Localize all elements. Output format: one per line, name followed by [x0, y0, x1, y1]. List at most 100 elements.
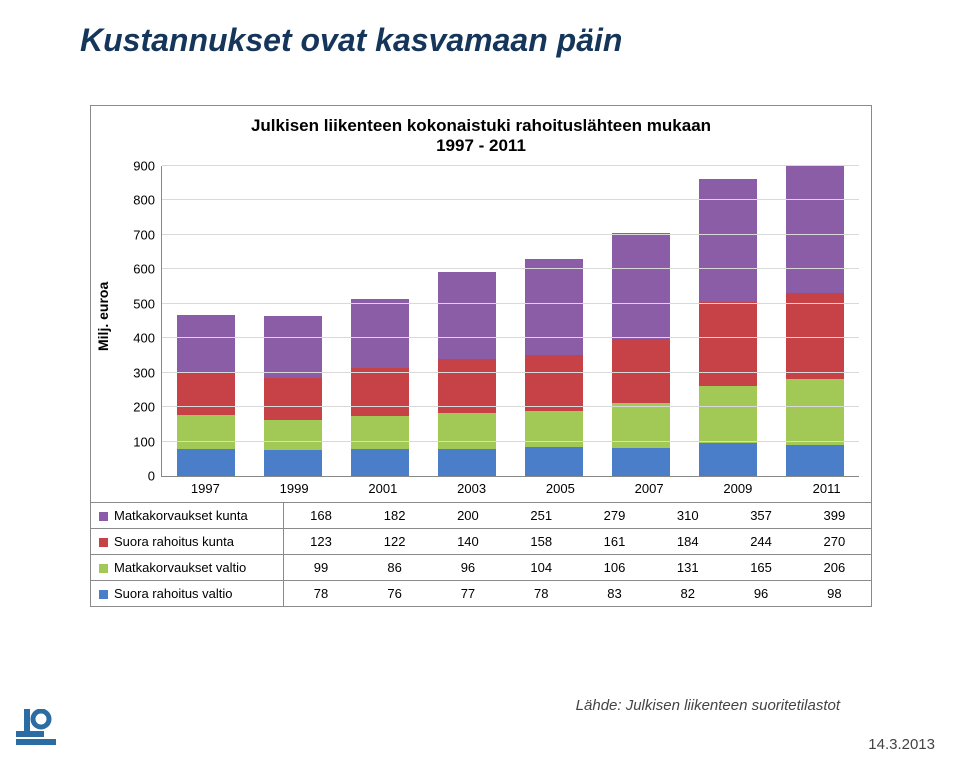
date-text: 14.3.2013: [868, 736, 935, 753]
bar-segment: [264, 316, 322, 379]
bar-segment: [699, 179, 757, 302]
data-table-body: Matkakorvaukset kunta1681822002512793103…: [91, 503, 871, 607]
series-name-cell: Matkakorvaukset valtio: [91, 555, 284, 581]
bar-column: [438, 166, 496, 476]
bar-segment: [177, 373, 235, 415]
bar-column: [351, 166, 409, 476]
bar-segment: [699, 386, 757, 443]
chart-container: Julkisen liikenteen kokonaistuki rahoitu…: [90, 105, 872, 607]
y-tick-label: 300: [133, 365, 155, 380]
value-cell: 131: [651, 555, 724, 581]
bars-area: [162, 166, 859, 476]
chart-plot-area: [161, 166, 859, 477]
bar-segment: [264, 378, 322, 420]
bar-segment: [525, 259, 583, 355]
value-cell: 165: [724, 555, 797, 581]
source-text: Lähde: Julkisen liikenteen suoritetilast…: [576, 697, 840, 714]
value-cell: 106: [578, 555, 651, 581]
y-axis-ticks: 0100200300400500600700800900: [115, 156, 161, 477]
bar-segment: [786, 293, 844, 379]
y-tick-label: 700: [133, 227, 155, 242]
x-tick-label: 2005: [531, 477, 589, 502]
value-cell: 140: [431, 529, 504, 555]
grid-line: [162, 372, 859, 373]
chart-plot-row: Milj. euroa 0100200300400500600700800900: [91, 156, 871, 477]
legend-swatch: [99, 564, 108, 573]
bar-segment: [264, 420, 322, 450]
bar-segment: [438, 449, 496, 476]
value-cell: 357: [724, 503, 797, 529]
value-cell: 78: [505, 581, 578, 607]
y-tick-label: 800: [133, 193, 155, 208]
value-cell: 244: [724, 529, 797, 555]
x-axis-labels: 19971999200120032005200720092011: [161, 477, 871, 502]
value-cell: 168: [284, 503, 359, 529]
value-cell: 399: [798, 503, 871, 529]
y-tick-label: 600: [133, 262, 155, 277]
y-tick-label: 200: [133, 400, 155, 415]
table-row: Matkakorvaukset valtio998696104106131165…: [91, 555, 871, 581]
value-cell: 184: [651, 529, 724, 555]
grid-line: [162, 165, 859, 166]
bar-segment: [525, 355, 583, 410]
bar-segment: [351, 449, 409, 476]
slide-title: Kustannukset ovat kasvamaan päin: [80, 22, 622, 59]
x-tick-label: 1999: [265, 477, 323, 502]
y-tick-label: 900: [133, 159, 155, 174]
value-cell: 158: [505, 529, 578, 555]
y-tick-label: 400: [133, 331, 155, 346]
x-tick-label: 1997: [176, 477, 234, 502]
bar-segment: [177, 415, 235, 449]
table-row: Suora rahoitus valtio7876777883829698: [91, 581, 871, 607]
bar-segment: [612, 448, 670, 476]
bar-column: [786, 166, 844, 476]
x-tick-label: 2001: [354, 477, 412, 502]
table-row: Matkakorvaukset kunta1681822002512793103…: [91, 503, 871, 529]
bar-segment: [438, 413, 496, 449]
x-tick-label: 2011: [798, 477, 856, 502]
value-cell: 123: [284, 529, 359, 555]
bar-segment: [699, 443, 757, 476]
bar-segment: [177, 315, 235, 373]
value-cell: 251: [505, 503, 578, 529]
value-cell: 122: [358, 529, 431, 555]
legend-swatch: [99, 590, 108, 599]
chart-data-table: Matkakorvaukset kunta1681822002512793103…: [91, 502, 871, 606]
value-cell: 104: [505, 555, 578, 581]
value-cell: 82: [651, 581, 724, 607]
value-cell: 310: [651, 503, 724, 529]
bar-column: [612, 166, 670, 476]
value-cell: 279: [578, 503, 651, 529]
y-axis-label: Milj. euroa: [91, 156, 115, 477]
value-cell: 206: [798, 555, 871, 581]
y-tick-label: 0: [148, 469, 155, 484]
grid-line: [162, 441, 859, 442]
bar-segment: [612, 233, 670, 340]
chart-title: Julkisen liikenteen kokonaistuki rahoitu…: [91, 106, 871, 156]
grid-line: [162, 199, 859, 200]
grid-line: [162, 337, 859, 338]
grid-line: [162, 303, 859, 304]
series-name-cell: Matkakorvaukset kunta: [91, 503, 284, 529]
bar-column: [264, 166, 322, 476]
series-name-cell: Suora rahoitus kunta: [91, 529, 284, 555]
bar-column: [525, 166, 583, 476]
series-name-cell: Suora rahoitus valtio: [91, 581, 284, 607]
legend-swatch: [99, 538, 108, 547]
value-cell: 96: [431, 555, 504, 581]
value-cell: 200: [431, 503, 504, 529]
bar-segment: [699, 302, 757, 386]
value-cell: 96: [724, 581, 797, 607]
grid-line: [162, 406, 859, 407]
bar-segment: [177, 449, 235, 476]
value-cell: 161: [578, 529, 651, 555]
bar-segment: [786, 379, 844, 445]
value-cell: 99: [284, 555, 359, 581]
bar-segment: [351, 416, 409, 449]
bar-segment: [351, 368, 409, 416]
y-tick-label: 500: [133, 296, 155, 311]
value-cell: 98: [798, 581, 871, 607]
y-tick-label: 100: [133, 434, 155, 449]
bar-segment: [438, 272, 496, 358]
bar-segment: [525, 411, 583, 448]
